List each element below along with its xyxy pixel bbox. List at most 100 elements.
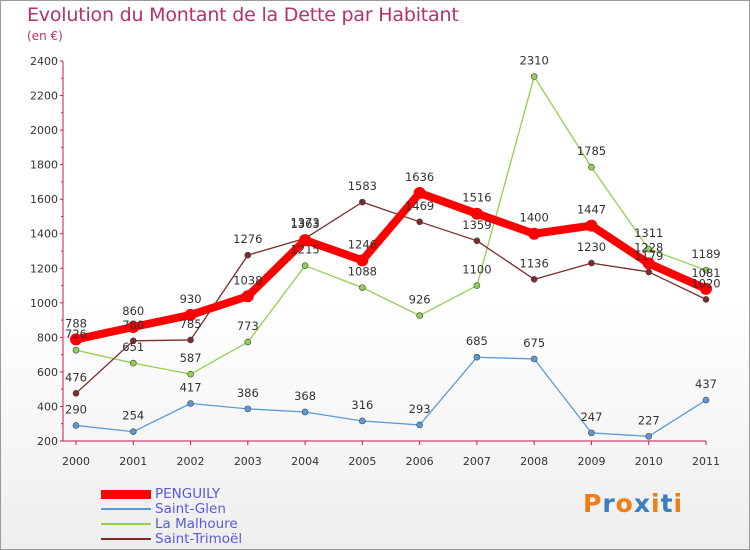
logo-letter: P	[583, 489, 603, 518]
y-tick-label: 400	[37, 400, 58, 413]
data-label: 1363	[290, 217, 319, 231]
data-label: 1447	[577, 203, 606, 217]
data-label: 926	[409, 293, 431, 307]
x-tick-label: 2005	[348, 455, 376, 468]
data-point	[473, 237, 481, 245]
data-label: 1100	[462, 263, 491, 277]
data-label: 1215	[290, 243, 319, 257]
data-label: 417	[180, 381, 202, 395]
data-point	[585, 219, 598, 232]
data-label: 675	[523, 336, 545, 350]
data-label: 773	[237, 319, 259, 333]
x-tick-label: 2003	[234, 455, 262, 468]
data-label: 254	[122, 409, 144, 423]
y-tick-label: 1200	[30, 262, 58, 275]
data-point	[301, 262, 309, 269]
data-point	[241, 290, 254, 303]
legend-label: La Malhoure	[155, 515, 238, 532]
data-point	[588, 429, 595, 437]
series-line-PENGUILY	[72, 188, 710, 344]
data-label: 587	[180, 351, 202, 365]
data-point	[244, 405, 252, 413]
y-tick-label: 2400	[30, 55, 58, 68]
logo-letter: t	[660, 489, 674, 518]
chart-subtitle: (en €)	[27, 29, 63, 43]
data-label: 1088	[348, 265, 377, 279]
data-point	[129, 428, 137, 435]
legend-label: Saint-Trimoël	[155, 530, 243, 547]
data-label: 780	[122, 318, 144, 332]
data-label: 785	[180, 317, 202, 331]
data-label: 1246	[348, 237, 377, 251]
y-tick-label: 1800	[30, 159, 58, 172]
data-point	[416, 312, 423, 319]
series-line-Saint-Glen	[75, 356, 707, 437]
logo-letter: o	[615, 489, 634, 518]
data-label: 1785	[577, 144, 606, 158]
x-tick-label: 2006	[406, 455, 434, 468]
logo-letter: r	[602, 489, 616, 518]
data-point	[184, 308, 197, 321]
y-tick-label: 2000	[30, 124, 58, 137]
x-tick-label: 2002	[177, 455, 205, 468]
logo-letter: x	[633, 489, 651, 518]
data-label: 1516	[462, 191, 491, 205]
data-point	[700, 282, 712, 295]
data-label: 860	[122, 304, 144, 318]
data-label: 476	[65, 370, 87, 384]
data-point	[413, 186, 426, 199]
x-tick-label: 2001	[119, 455, 147, 468]
data-point	[187, 370, 194, 378]
data-label: 1359	[462, 218, 491, 232]
data-point	[299, 234, 312, 247]
data-label: 1373	[290, 215, 319, 229]
x-tick-label: 2011	[692, 455, 720, 468]
data-label: 1189	[691, 247, 720, 261]
data-point	[473, 353, 481, 361]
data-label: 1469	[405, 199, 434, 213]
legend-swatch	[101, 523, 151, 525]
data-label: 1400	[520, 211, 549, 225]
data-label: 930	[180, 292, 202, 306]
data-labels: 7266515877731215108892611002310178513111…	[65, 54, 721, 428]
x-tick-label: 2008	[520, 455, 548, 468]
data-label: 651	[122, 340, 144, 354]
data-point	[702, 266, 710, 274]
data-point	[244, 251, 252, 259]
data-label: 247	[580, 410, 602, 424]
data-point	[588, 259, 595, 267]
data-label: 2310	[520, 54, 549, 68]
data-point	[530, 276, 538, 283]
series-lines	[70, 73, 712, 440]
data-label: 437	[695, 377, 717, 391]
legend-swatch	[101, 508, 151, 510]
data-label: 1179	[634, 249, 663, 263]
legend-swatch	[101, 538, 151, 540]
y-tick-label: 1400	[30, 228, 58, 241]
legend-swatch	[101, 489, 151, 499]
data-point	[129, 359, 137, 367]
data-label: 227	[638, 413, 660, 427]
data-point	[645, 245, 653, 253]
legend-entry: PENGUILY	[101, 486, 220, 502]
series-line-La Malhoure	[75, 75, 707, 375]
data-point	[359, 198, 366, 206]
y-tick-label: 200	[37, 435, 58, 448]
data-label: 1136	[520, 256, 549, 270]
data-point	[702, 296, 710, 303]
data-point	[645, 268, 653, 276]
data-point	[72, 422, 80, 429]
data-point	[359, 417, 366, 425]
data-point	[356, 254, 369, 267]
legend-entry: Saint-Trimoël	[101, 531, 242, 547]
x-tick-label: 2010	[635, 455, 663, 468]
data-point	[244, 338, 252, 346]
data-point	[473, 282, 481, 289]
chart-title: Evolution du Montant de la Dette par Hab…	[27, 4, 459, 26]
data-label: 1081	[691, 266, 720, 280]
data-point	[416, 421, 423, 429]
data-point	[72, 390, 80, 397]
data-label: 1038	[233, 273, 262, 287]
data-point	[70, 333, 82, 346]
